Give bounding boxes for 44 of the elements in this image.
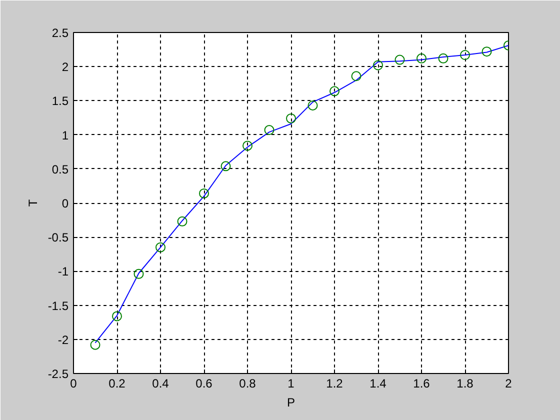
point [90, 340, 100, 350]
point [220, 161, 231, 172]
point [242, 140, 252, 151]
x-tick-label: 0.2 [108, 376, 126, 390]
x-tick-label: 0.8 [239, 376, 256, 390]
y-tick-label: 0 [62, 196, 69, 210]
y-tick-label: -2.5 [48, 367, 69, 381]
point [134, 268, 144, 279]
point [330, 86, 340, 96]
point [156, 242, 166, 252]
x-tick-label: 1.6 [413, 376, 430, 390]
point [199, 188, 209, 198]
point [308, 100, 318, 110]
y-tick-label: -1.5 [48, 298, 69, 313]
x-tick-label: 1.8 [456, 376, 474, 390]
point [286, 113, 296, 124]
y-axis-title: T [26, 198, 40, 207]
point [373, 60, 383, 70]
x-tick-label: 1.4 [370, 376, 387, 390]
line-series [94, 44, 508, 344]
x-tick-label: 1.2 [326, 376, 344, 390]
x-tick-label: 2 [505, 376, 512, 390]
point [112, 311, 122, 322]
y-tick-label: -1 [58, 264, 69, 279]
point [264, 125, 274, 136]
x-tick-label: 0.4 [152, 376, 170, 390]
x-tick-label: 1 [288, 376, 295, 390]
y-tick-label: 2.5 [52, 26, 69, 40]
y-tick-label: 1.5 [52, 94, 69, 108]
point [416, 53, 426, 64]
point [177, 216, 188, 226]
y-tick-label: -0.5 [48, 230, 69, 245]
y-tick-label: 0.5 [52, 162, 69, 176]
point [438, 53, 448, 64]
y-tick-label: -2 [58, 332, 69, 347]
point [460, 50, 470, 60]
x-tick-label: 0.6 [196, 376, 213, 390]
point [482, 46, 492, 57]
y-tick-label: 1 [62, 128, 69, 142]
point [351, 71, 362, 82]
x-tick-label: 0 [70, 376, 78, 390]
point [394, 54, 405, 65]
y-tick-label: 2 [62, 60, 69, 74]
x-axis-title: P [287, 396, 296, 410]
